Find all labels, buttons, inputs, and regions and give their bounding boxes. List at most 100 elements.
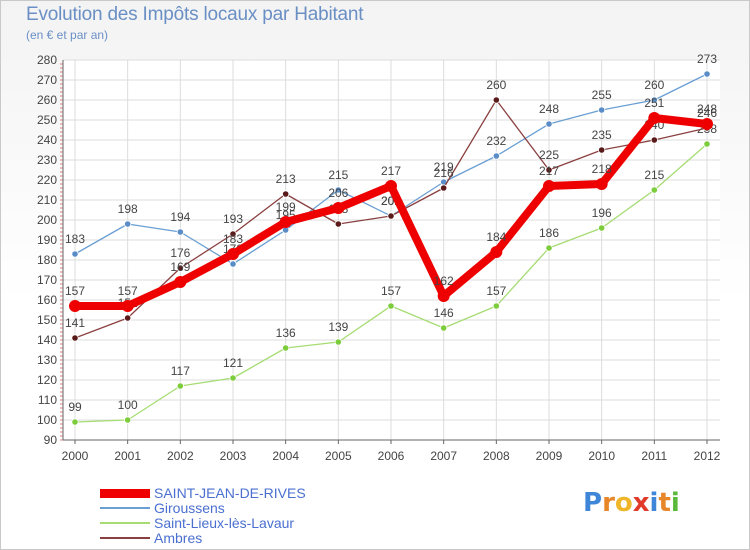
data-label-saint-jean-de-rives: 217 [539, 164, 559, 178]
data-label-saint-lieux-les-lavaur: 186 [539, 226, 559, 240]
chart-title: Evolution des Impôts locaux par Habitant [26, 4, 364, 25]
data-label-ambres: 193 [223, 212, 243, 226]
data-point-saint-jean-de-rives [437, 290, 450, 302]
x-tick-label: 2001 [114, 449, 141, 463]
data-point-ambres [387, 212, 395, 220]
data-label-giroussens: 260 [644, 78, 664, 92]
data-point-ambres [71, 334, 79, 342]
data-point-saint-jean-de-rives [174, 276, 187, 288]
data-label-saint-jean-de-rives: 206 [328, 186, 348, 200]
data-point-saint-lieux-les-lavaur [703, 140, 711, 148]
y-tick-label: 120 [37, 373, 57, 387]
data-label-saint-jean-de-rives: 218 [592, 162, 612, 176]
data-point-ambres [282, 190, 290, 198]
data-point-giroussens [124, 220, 132, 228]
data-label-saint-jean-de-rives: 162 [434, 274, 454, 288]
legend-swatch [100, 522, 150, 524]
y-tick-label: 160 [37, 293, 57, 307]
y-tick-label: 200 [37, 213, 57, 227]
data-point-saint-jean-de-rives [490, 246, 503, 258]
data-point-saint-jean-de-rives [121, 300, 134, 312]
data-point-saint-lieux-les-lavaur [650, 186, 658, 194]
logo-letter: r [602, 488, 615, 518]
data-point-saint-lieux-les-lavaur [282, 344, 290, 352]
logo-letter: i [649, 488, 659, 518]
y-tick-label: 190 [37, 233, 57, 247]
data-label-giroussens: 273 [697, 52, 717, 66]
data-label-saint-jean-de-rives: 199 [276, 200, 296, 214]
data-point-saint-jean-de-rives [69, 300, 81, 312]
data-label-giroussens: 215 [328, 168, 348, 182]
data-label-saint-jean-de-rives: 251 [644, 96, 664, 110]
x-tick-label: 2007 [430, 449, 457, 463]
x-tick-label: 2012 [694, 449, 721, 463]
data-point-saint-lieux-les-lavaur [440, 324, 448, 332]
y-tick-label: 210 [37, 193, 57, 207]
legend-swatch [100, 537, 150, 539]
legend-item-saint-jean-de-rives: SAINT-JEAN-DE-RIVES [100, 485, 306, 501]
data-label-saint-jean-de-rives: 248 [697, 102, 717, 116]
data-point-saint-jean-de-rives [595, 178, 608, 190]
data-point-saint-lieux-les-lavaur [176, 382, 184, 390]
y-tick-label: 220 [37, 173, 57, 187]
data-label-saint-lieux-les-lavaur: 139 [328, 320, 348, 334]
data-label-giroussens: 183 [65, 232, 85, 246]
y-tick-label: 250 [37, 113, 57, 127]
proxiti-logo: Proxiti [583, 488, 680, 518]
data-label-ambres: 176 [170, 246, 190, 260]
x-tick-label: 2002 [167, 449, 194, 463]
data-label-saint-lieux-les-lavaur: 157 [486, 284, 506, 298]
data-point-giroussens [545, 120, 553, 128]
data-label-saint-lieux-les-lavaur: 121 [223, 356, 243, 370]
logo-letter: P [583, 488, 603, 518]
data-point-ambres [440, 184, 448, 192]
data-point-saint-jean-de-rives [385, 180, 397, 192]
legend-label: SAINT-JEAN-DE-RIVES [154, 485, 306, 501]
data-label-giroussens: 219 [434, 160, 454, 174]
data-point-ambres [545, 166, 553, 174]
y-tick-label: 150 [37, 313, 57, 327]
data-point-saint-lieux-les-lavaur [387, 302, 395, 310]
legend-label: Ambres [154, 530, 203, 546]
x-tick-label: 2009 [536, 449, 563, 463]
y-tick-label: 90 [44, 433, 58, 447]
legend-label: Giroussens [154, 500, 225, 516]
data-label-saint-lieux-les-lavaur: 215 [644, 168, 664, 182]
y-tick-label: 130 [37, 353, 57, 367]
data-label-ambres: 235 [592, 128, 612, 142]
data-point-giroussens [334, 186, 342, 194]
y-tick-label: 100 [37, 413, 57, 427]
logo-letter: t [658, 488, 671, 518]
x-tick-label: 2000 [62, 449, 89, 463]
data-label-saint-jean-de-rives: 183 [223, 232, 243, 246]
y-tick-label: 230 [37, 153, 57, 167]
data-point-saint-lieux-les-lavaur [124, 416, 132, 424]
data-point-ambres [334, 220, 342, 228]
data-label-saint-jean-de-rives: 157 [65, 284, 85, 298]
legend-item-giroussens: Giroussens [100, 500, 225, 516]
chart-subtitle: (en € et par an) [26, 28, 109, 42]
data-label-saint-jean-de-rives: 217 [381, 164, 401, 178]
data-point-giroussens [229, 260, 237, 268]
y-tick-label: 280 [37, 53, 57, 67]
data-point-giroussens [598, 106, 606, 114]
y-tick-label: 140 [37, 333, 57, 347]
y-tick-label: 260 [37, 93, 57, 107]
data-label-ambres: 246 [697, 106, 717, 120]
data-label-ambres: 216 [434, 166, 454, 180]
legend-swatch [100, 488, 150, 498]
data-label-giroussens: 232 [486, 134, 506, 148]
logo-letter: i [670, 488, 680, 518]
data-point-giroussens [176, 228, 184, 236]
data-point-giroussens [703, 70, 711, 78]
data-label-saint-lieux-les-lavaur: 99 [68, 400, 82, 414]
data-point-ambres [176, 264, 184, 272]
data-label-saint-lieux-les-lavaur: 146 [434, 306, 454, 320]
data-point-saint-jean-de-rives [648, 112, 661, 124]
data-point-ambres [492, 96, 500, 104]
legend-label: Saint-Lieux-lès-Lavaur [154, 515, 295, 531]
x-tick-label: 2011 [641, 449, 667, 463]
data-point-saint-jean-de-rives [227, 248, 239, 260]
data-point-ambres [598, 146, 606, 154]
